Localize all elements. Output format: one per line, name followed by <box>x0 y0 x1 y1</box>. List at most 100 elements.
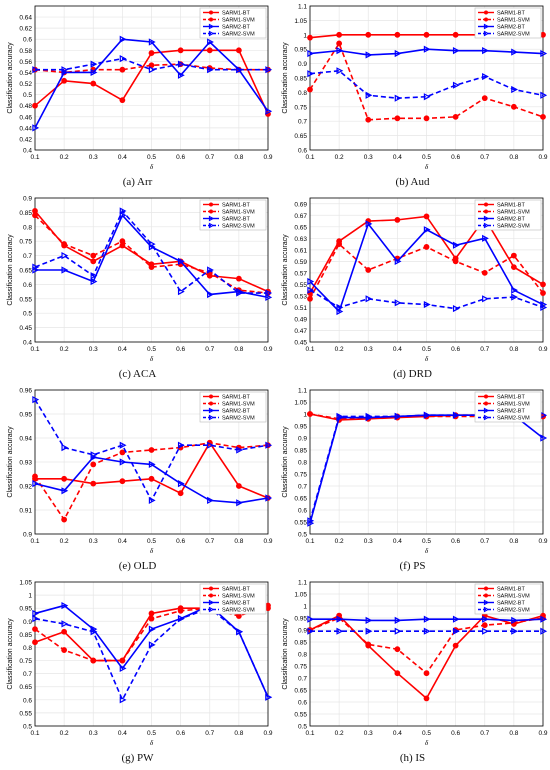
data-point <box>511 85 519 94</box>
y-axis-label: Classification accuracy <box>282 42 289 114</box>
data-point <box>265 441 273 449</box>
x-tick-label: 0.4 <box>118 730 127 737</box>
x-axis-label: δ <box>150 355 154 363</box>
chart-svg: 0.5 0.55 0.6 0.65 0.7 0.75 0.8 0.85 0.9 0.95 1 1.05… <box>282 388 548 556</box>
y-tick-label: 0.8 <box>298 652 307 659</box>
x-tick-label: 0.5 <box>422 538 431 545</box>
y-tick-label: 0.6 <box>298 700 307 707</box>
y-tick-label: 1.05 <box>294 592 307 599</box>
legend-marker <box>208 407 215 414</box>
legend-entry: SARM1-BT <box>222 11 250 17</box>
legend-marker <box>209 209 213 214</box>
y-tick-label: 0.8 <box>23 224 32 231</box>
x-tick-label: 0.3 <box>89 154 98 161</box>
data-point <box>394 670 401 677</box>
subfigure-caption: (f) PS <box>399 560 426 572</box>
data-point <box>32 626 38 633</box>
x-tick-label: 0.3 <box>364 346 373 353</box>
data-point <box>482 72 489 81</box>
data-point <box>482 295 489 303</box>
y-tick-label: 0.48 <box>19 103 32 110</box>
chart-panel: 0.4 0.42 0.44 0.46 0.48 0.5 0.52 0.54 0.56 0.58 0.… <box>0 0 275 192</box>
data-point <box>394 646 401 653</box>
y-tick-label: 0.9 <box>23 196 32 203</box>
data-point <box>148 264 155 271</box>
legend-entry: SARM1-SVM <box>497 18 530 24</box>
data-point <box>32 639 38 646</box>
data-point <box>148 641 156 649</box>
data-point <box>307 517 315 525</box>
data-point <box>365 91 373 99</box>
y-tick-label: 0.45 <box>294 340 307 347</box>
series-line <box>35 213 269 299</box>
y-tick-label: 0.54 <box>19 70 32 77</box>
y-tick-label: 0.52 <box>19 81 32 88</box>
y-tick-label: 1 <box>303 32 307 39</box>
x-axis-label: δ <box>150 547 154 555</box>
data-point <box>61 66 69 74</box>
y-tick-label: 1.1 <box>298 388 307 395</box>
series-line <box>34 63 268 74</box>
y-tick-label: 1 <box>303 604 307 611</box>
y-tick-label: 0.44 <box>19 125 32 132</box>
data-point <box>90 252 97 259</box>
data-point <box>423 695 430 702</box>
data-point <box>119 55 127 63</box>
chart-panel: 0.5 0.55 0.6 0.65 0.7 0.75 0.8 0.85 0.9 0.95 1 1.05… <box>275 576 550 768</box>
data-point <box>90 461 97 468</box>
y-tick-label: 0.65 <box>19 268 32 275</box>
chart-panel: 0.4 0.45 0.5 0.55 0.6 0.65 0.7 0.75 0.8 0.85 0.9 0.… <box>0 192 275 384</box>
data-point <box>148 625 156 633</box>
data-point <box>177 480 185 488</box>
data-point <box>540 615 548 623</box>
data-point <box>307 411 313 417</box>
y-tick-label: 1.1 <box>298 4 307 11</box>
data-point <box>423 244 430 250</box>
data-point <box>90 628 98 636</box>
y-tick-label: 0.53 <box>294 293 307 300</box>
x-tick-label: 0.4 <box>393 730 402 737</box>
legend-marker <box>208 606 215 613</box>
series-line <box>309 289 544 310</box>
data-point <box>423 45 431 53</box>
legend-entry: SARM1-BT <box>222 587 250 593</box>
y-tick-label: 0.6 <box>298 148 307 155</box>
x-tick-label: 0.1 <box>30 730 39 737</box>
y-tick-label: 0.85 <box>19 210 32 217</box>
data-point <box>423 226 431 234</box>
y-tick-label: 0.46 <box>19 114 32 121</box>
data-point <box>90 60 98 68</box>
y-tick-label: 0.5 <box>298 724 307 731</box>
data-point <box>481 95 488 102</box>
data-point <box>61 516 68 523</box>
data-point <box>336 40 343 47</box>
data-point <box>119 97 126 104</box>
y-tick-label: 0.8 <box>298 460 307 467</box>
data-point <box>236 289 244 297</box>
data-point <box>540 627 548 635</box>
legend-marker <box>483 599 490 606</box>
data-point <box>510 252 517 259</box>
data-point <box>336 67 344 75</box>
x-tick-label: 0.8 <box>509 154 518 161</box>
y-tick-label: 0.65 <box>294 688 307 695</box>
x-tick-label: 0.1 <box>30 346 39 353</box>
x-tick-label: 0.6 <box>451 154 460 161</box>
legend-entry: SARM2-SVM <box>497 416 530 422</box>
x-tick-label: 0.7 <box>205 154 214 161</box>
legend-marker <box>209 593 213 598</box>
x-tick-label: 0.2 <box>60 154 69 161</box>
x-tick-label: 0.1 <box>305 154 314 161</box>
subfigure-caption: (c) ACA <box>118 368 157 380</box>
legend-marker <box>208 23 215 30</box>
x-axis-label: δ <box>150 163 154 171</box>
data-point <box>61 475 68 482</box>
x-tick-label: 0.2 <box>60 538 69 545</box>
plot-frame <box>34 581 269 727</box>
y-tick-label: 0.94 <box>19 436 32 443</box>
data-point <box>207 290 214 299</box>
x-tick-label: 0.3 <box>89 538 98 545</box>
data-point <box>119 207 127 215</box>
x-tick-label: 0.4 <box>393 154 402 161</box>
data-point <box>365 641 372 648</box>
